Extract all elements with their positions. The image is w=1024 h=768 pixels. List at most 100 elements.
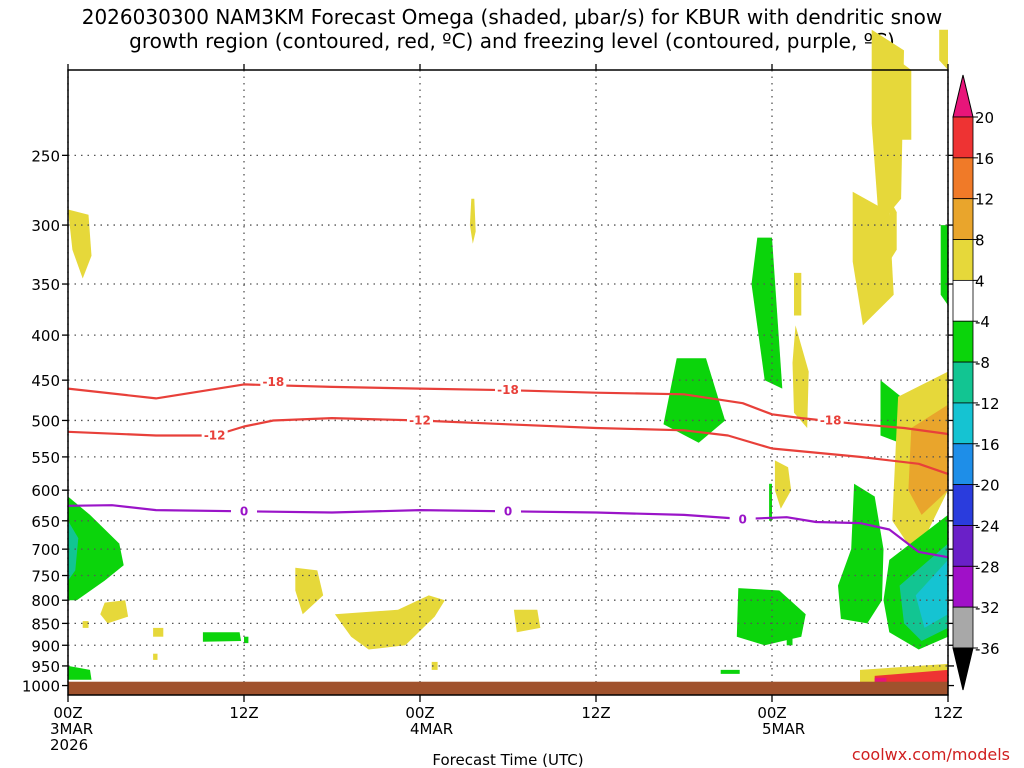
colorbar-label-9: -20 <box>975 477 1000 495</box>
contour-label-1-1: -12 <box>409 413 431 427</box>
omega-region-2 <box>68 496 124 601</box>
omega-region-10 <box>244 636 249 644</box>
y-tick-label-400: 400 <box>31 327 60 345</box>
y-tick-label-600: 600 <box>31 482 60 500</box>
omega-region-0 <box>68 209 92 279</box>
omega-region-38 <box>874 669 948 686</box>
contour-line-minus18-0 <box>67 383 949 436</box>
chart-title-line-1: 2026030300 NAM3KM Forecast Omega (shaded… <box>81 5 943 29</box>
colorbar-bin-4 <box>952 239 974 281</box>
contour-label-bg-0-0 <box>260 373 287 389</box>
x-tick-label-36-0: 12Z <box>581 704 610 722</box>
temperature-contours: -18 -18 -18 -12 -12 0 0 0 <box>67 373 949 559</box>
contour-label-0-2: -18 <box>820 413 842 427</box>
colorbar-bin-7 <box>952 361 974 404</box>
contour-label-1-0: -12 <box>204 428 226 442</box>
omega-region-11 <box>295 567 324 615</box>
x-tick-label-0-2: 2026 <box>50 736 88 754</box>
colorbar-bin-10 <box>952 484 974 526</box>
y-tick-label-800: 800 <box>31 592 60 610</box>
x-tick-label-12-0: 12Z <box>229 704 258 722</box>
y-tick-label-300: 300 <box>31 217 60 235</box>
contour-label-bg-1-0 <box>201 427 228 443</box>
omega-region-14 <box>431 661 438 670</box>
omega-region-6 <box>82 621 89 628</box>
x-tick-label-48-0: 00Z <box>757 704 786 722</box>
contour-label-2-0: 0 <box>240 504 248 518</box>
omega-region-16 <box>751 237 783 389</box>
x-tick-label-24-0: 00Z <box>405 704 434 722</box>
y-tick-label-900: 900 <box>31 637 60 655</box>
contour-label-bg-0-1 <box>495 382 521 398</box>
omega-region-36 <box>915 559 948 628</box>
omega-region-13 <box>513 609 541 633</box>
colorbar-bin-bottom <box>952 647 974 691</box>
contour-label-bg-2-1 <box>495 503 521 519</box>
x-tick-label-0-0: 00Z <box>53 704 82 722</box>
contour-label-0-1: -18 <box>497 383 519 397</box>
contour-label-bg-2-2 <box>729 511 756 527</box>
x-tick-label-60-0: 12Z <box>933 704 962 722</box>
colorbar-label-11: -28 <box>975 558 1000 576</box>
colorbar-label-4: 4 <box>975 272 985 290</box>
y-tick-label-750: 750 <box>31 568 60 586</box>
contour-label-bg-2-0 <box>231 503 257 519</box>
contour-label-2-1: 0 <box>504 504 512 518</box>
omega-region-23 <box>720 669 740 674</box>
y-tick-label-700: 700 <box>31 541 60 559</box>
colorbar-bin-13 <box>952 606 974 649</box>
colorbar-bin-6 <box>952 320 974 363</box>
omega-region-21 <box>736 588 806 646</box>
colorbar-bin-8 <box>952 402 974 445</box>
omega-region-25 <box>871 29 904 226</box>
omega-region-31 <box>838 483 884 624</box>
colorbar-bin-9 <box>952 443 974 486</box>
ground-terrain-block <box>68 681 948 695</box>
omega-region-18 <box>794 272 802 316</box>
contour-label-bg-0-2 <box>817 412 844 428</box>
chart-title-line-2: growth region (contoured, red, ºC) and f… <box>129 29 895 53</box>
omega-region-9 <box>202 632 242 642</box>
omega-region-5 <box>100 600 129 624</box>
contour-label-bg-1-1 <box>407 412 433 428</box>
x-tick-label-0-1: 3MAR <box>50 720 93 738</box>
omega-shaded-regions <box>68 29 948 686</box>
colorbar-bin-12 <box>952 565 974 608</box>
omega-region-29 <box>940 225 948 306</box>
omega-region-27 <box>939 29 948 70</box>
colorbar-label-2: 12 <box>975 191 994 209</box>
credit-text[interactable]: coolwx.com/models <box>851 745 1010 764</box>
y-tick-label-450: 450 <box>31 372 60 390</box>
omega-region-12 <box>334 595 445 650</box>
contour-line-minus12-1 <box>67 417 949 475</box>
y-tick-label-250: 250 <box>31 147 60 165</box>
x-axis-label: Forecast Time (UTC) <box>432 751 583 768</box>
terrain-layer <box>68 681 948 695</box>
colorbar-bin-2 <box>952 157 974 200</box>
x-tick-label-24-1: 4MAR <box>410 720 453 738</box>
y-tick-label-350: 350 <box>31 276 60 294</box>
omega-region-24 <box>852 191 894 326</box>
plot-frame <box>67 69 949 696</box>
omega-region-20 <box>774 460 792 509</box>
omega-region-28 <box>889 198 897 262</box>
x-tick-label-48-1: 5MAR <box>762 720 805 738</box>
colorbar-bin-5 <box>952 279 974 322</box>
colorbar-label-6: -8 <box>975 354 990 372</box>
colorbar-bin-3 <box>952 198 974 240</box>
y-tick-label-950: 950 <box>31 658 60 676</box>
contour-line-0-2 <box>67 504 949 559</box>
omega-region-15 <box>663 358 726 443</box>
contour-label-2-2: 0 <box>738 513 746 527</box>
colorbar-label-1: 16 <box>975 150 994 168</box>
omega-region-22 <box>786 636 793 646</box>
y-tick-label-500: 500 <box>31 412 60 430</box>
omega-region-19 <box>792 325 809 428</box>
colorbar-label-5: -4 <box>975 313 990 331</box>
omega-region-7 <box>153 627 164 637</box>
omega-region-3 <box>68 520 79 581</box>
colorbar-label-0: 20 <box>975 109 994 127</box>
contour-label-0-0: -18 <box>262 375 284 389</box>
omega-region-4 <box>68 665 92 680</box>
